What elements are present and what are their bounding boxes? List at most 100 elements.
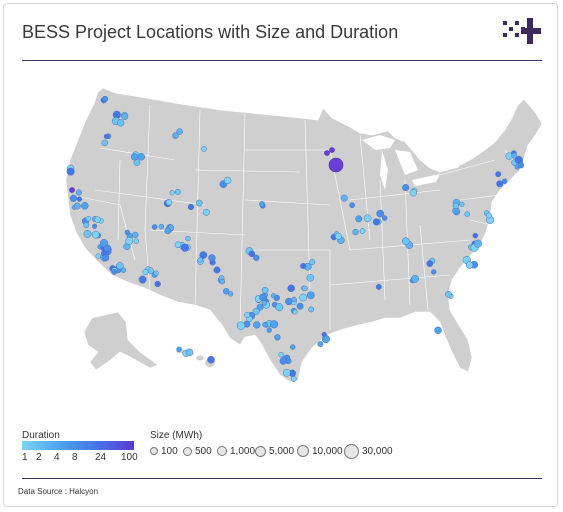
project-point-large <box>328 157 344 173</box>
legend-duration-tick: 100 <box>121 452 138 463</box>
project-point <box>274 334 281 341</box>
project-point <box>176 346 182 353</box>
project-point <box>83 222 90 229</box>
project-point <box>165 199 173 206</box>
legend-size-item: 10,000 <box>297 441 343 461</box>
project-point <box>244 312 251 318</box>
project-point <box>309 258 316 266</box>
project-point <box>142 269 149 276</box>
size-circle-icon <box>183 446 192 456</box>
project-point <box>352 228 359 236</box>
project-point <box>151 224 158 230</box>
project-point <box>95 253 101 259</box>
project-point <box>266 327 272 333</box>
map-land-contiguous <box>65 87 543 383</box>
project-point <box>355 215 363 223</box>
project-point <box>349 202 355 209</box>
project-point <box>270 320 279 329</box>
project-point <box>431 269 437 275</box>
size-circle-icon <box>344 443 359 459</box>
project-point <box>202 208 210 216</box>
project-point <box>411 274 419 283</box>
project-point <box>511 152 518 159</box>
project-point <box>459 201 465 207</box>
project-points <box>66 95 525 382</box>
project-point <box>207 355 215 364</box>
project-point <box>103 133 110 140</box>
project-point <box>279 357 288 365</box>
project-point <box>452 202 459 210</box>
project-point <box>359 228 366 234</box>
project-point <box>111 268 118 275</box>
map-great-lakes <box>362 135 462 190</box>
project-point <box>409 189 417 197</box>
legend-size-item: 100 <box>150 441 178 461</box>
project-point <box>92 223 98 229</box>
legend-size-label: 10,000 <box>312 445 343 457</box>
page-title: BESS Project Locations with Size and Dur… <box>22 22 399 42</box>
project-point <box>256 303 264 311</box>
project-point <box>434 326 442 335</box>
project-point <box>76 196 83 202</box>
project-point <box>381 215 388 221</box>
project-point <box>262 321 268 328</box>
project-point <box>317 341 324 348</box>
project-point-large <box>329 147 335 153</box>
legend-size-label: 100 <box>161 445 178 457</box>
project-point <box>69 194 78 202</box>
project-point <box>197 257 204 263</box>
project-point <box>259 201 265 207</box>
project-point <box>261 286 269 294</box>
project-point <box>94 216 101 223</box>
project-point <box>517 162 525 169</box>
size-circle-icon <box>217 446 227 456</box>
project-point <box>66 167 75 176</box>
project-point <box>282 368 291 377</box>
project-point <box>116 262 124 270</box>
project-point <box>208 254 216 262</box>
project-point <box>376 209 385 218</box>
project-point <box>501 178 508 185</box>
project-point <box>174 188 181 195</box>
pixel-plus-logo-icon <box>503 18 541 44</box>
project-point <box>340 194 348 202</box>
project-point <box>278 352 284 358</box>
project-point <box>185 348 194 356</box>
project-point <box>302 285 308 292</box>
project-point <box>291 296 297 303</box>
project-point <box>227 291 234 297</box>
project-point <box>132 231 139 239</box>
legend-size-item: 5,000 <box>255 441 294 461</box>
project-point <box>259 293 268 302</box>
project-point <box>153 270 159 276</box>
project-point <box>464 211 470 217</box>
project-point <box>133 238 139 244</box>
project-point <box>102 95 109 102</box>
project-point <box>296 302 304 310</box>
project-point <box>375 283 382 290</box>
project-point <box>174 241 182 249</box>
project-point <box>496 180 504 188</box>
project-point <box>287 284 295 293</box>
project-point <box>158 223 165 230</box>
project-point <box>253 254 260 261</box>
project-point <box>169 190 175 196</box>
project-point <box>224 176 232 185</box>
project-point <box>445 290 452 298</box>
project-point <box>195 199 203 207</box>
project-point <box>101 139 108 147</box>
project-point-large <box>69 187 75 193</box>
project-point <box>253 321 261 329</box>
project-point <box>172 132 179 139</box>
project-point <box>334 232 342 240</box>
project-point <box>290 375 297 382</box>
project-point <box>121 113 129 120</box>
map-land-alaska <box>83 311 159 371</box>
project-point <box>83 229 92 238</box>
legend-size-item: 1,000 <box>217 441 255 461</box>
project-point <box>306 274 315 282</box>
project-point <box>300 262 307 270</box>
project-point <box>261 300 267 306</box>
project-point <box>91 230 100 239</box>
